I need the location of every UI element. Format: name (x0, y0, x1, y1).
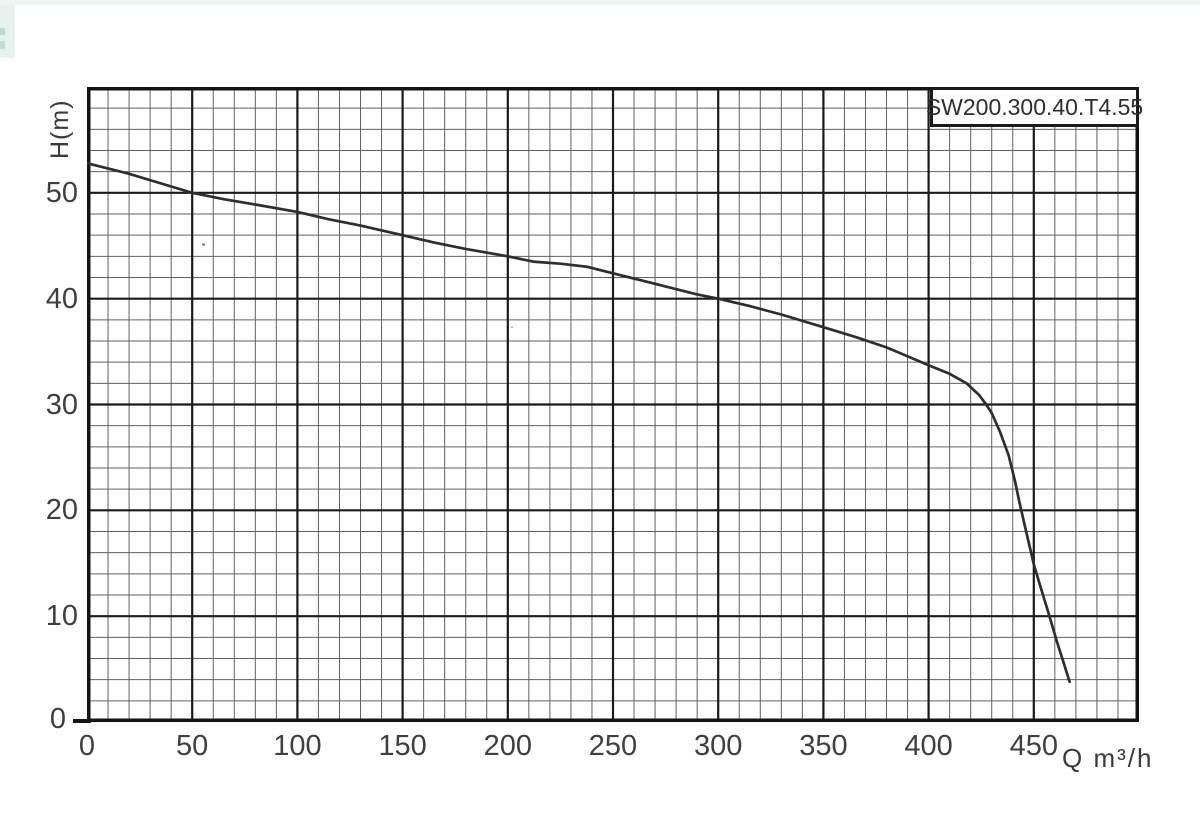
x-tick-label: 450 (1009, 730, 1058, 762)
y-tick-label: 20 (45, 494, 78, 527)
top-edge-tint (0, 0, 1200, 5)
scan-speck (202, 243, 205, 246)
x-tick-label: 50 (176, 730, 209, 762)
model-label-box: SW200.300.40.T4.55 (926, 87, 1143, 127)
x-tick-label: 100 (273, 730, 322, 762)
x-tick-label: 400 (904, 730, 953, 762)
pump-curve (87, 161, 1071, 684)
y-tick-label: 30 (45, 388, 78, 421)
plot-area (87, 87, 1139, 722)
scan-speck (511, 326, 513, 328)
model-label: SW200.300.40.T4.55 (925, 93, 1144, 120)
plot-frame (87, 87, 1139, 722)
y-tick-label: 50 (45, 176, 78, 209)
x-tick-label: 300 (693, 730, 743, 762)
x-axis-baseline-extension (73, 719, 91, 723)
y-tick-label: 10 (45, 600, 78, 633)
x-tick-label: 150 (378, 730, 427, 762)
x-tick-label: 0 (78, 730, 96, 762)
corner-chip (0, 28, 5, 35)
y-axis-title: H(m) (46, 99, 74, 159)
y-tick-label: 0 (49, 703, 66, 735)
y-tick-label: 40 (45, 282, 78, 315)
grid-and-curve-canvas (87, 87, 1139, 722)
x-tick-label: 250 (588, 730, 638, 762)
corner-chip (0, 41, 5, 49)
x-tick-label: 350 (799, 730, 848, 762)
x-axis-unit-label: Q m³/h (1062, 743, 1154, 773)
x-tick-label: 200 (483, 730, 532, 762)
